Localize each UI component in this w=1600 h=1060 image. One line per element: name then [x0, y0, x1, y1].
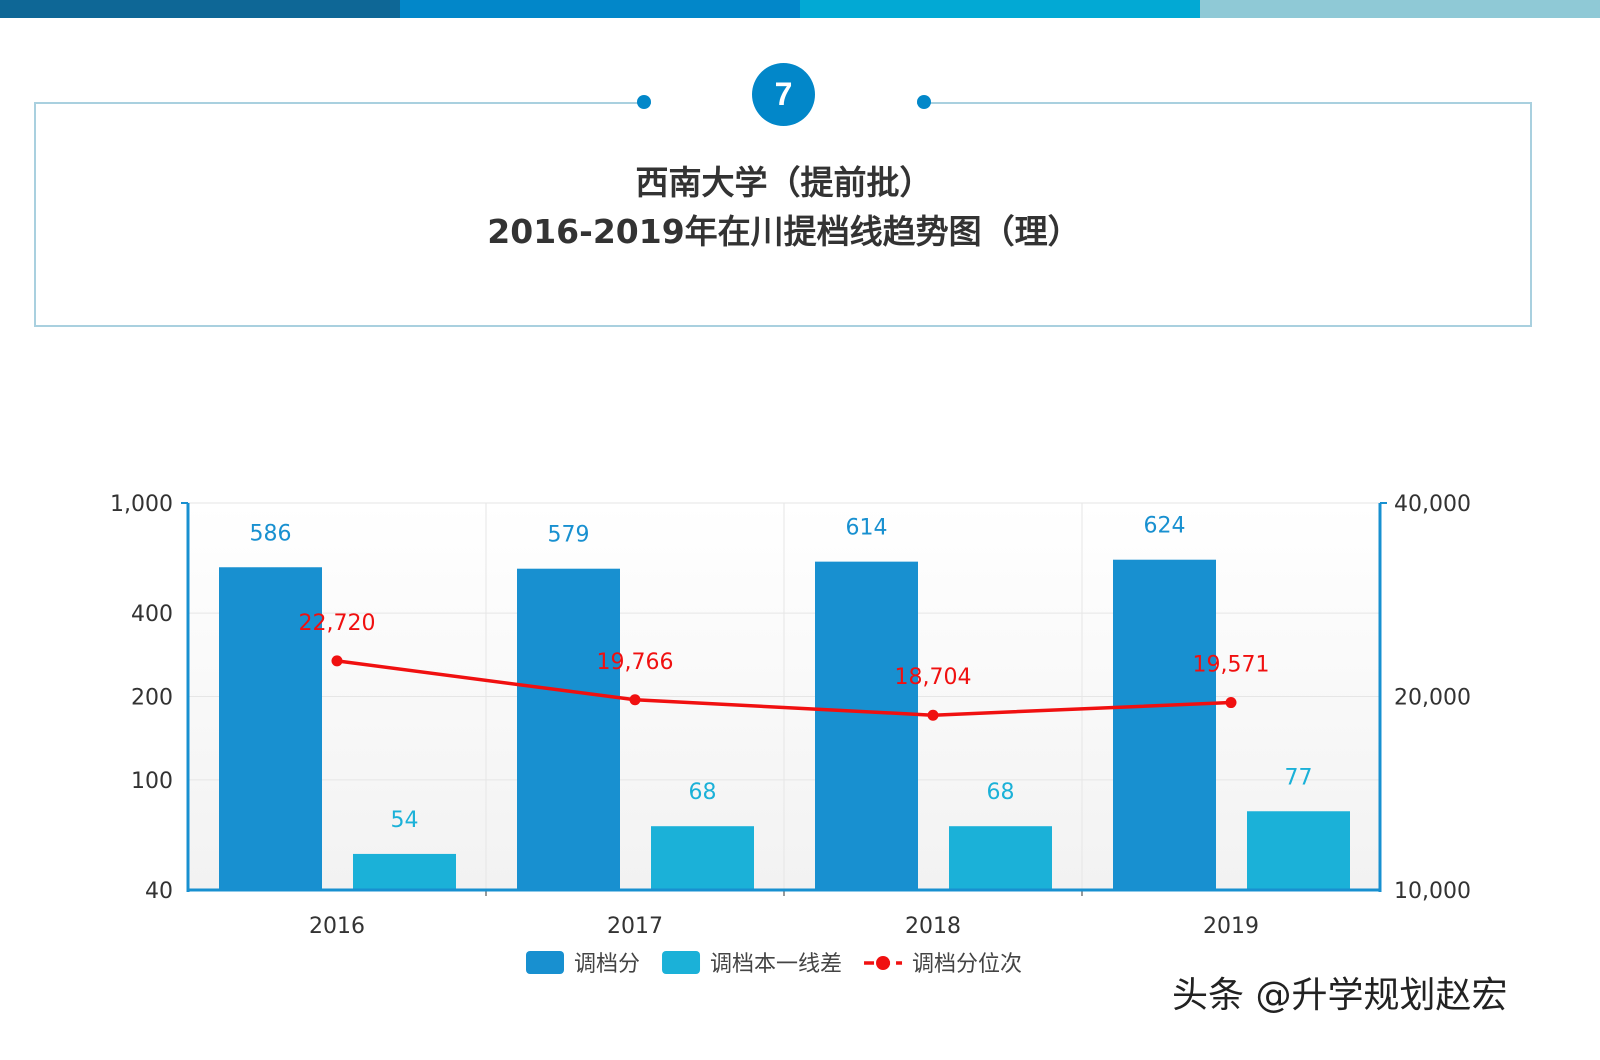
left-tick-label: 200	[131, 686, 173, 711]
bar-data-label: 68	[689, 780, 717, 805]
strip-segment	[0, 0, 400, 18]
legend-label: 调档分	[574, 952, 640, 977]
bar-diff	[1247, 811, 1350, 890]
watermark: 头条 @升学规划赵宏	[1172, 975, 1508, 1016]
bar-data-label: 586	[250, 521, 292, 546]
bar-data-label: 624	[1144, 514, 1186, 539]
right-tick-label: 20,000	[1394, 686, 1471, 711]
rank-point	[629, 694, 641, 706]
line-data-label: 19,766	[597, 650, 674, 675]
bar-data-label: 68	[987, 780, 1015, 805]
left-tick-label: 100	[131, 769, 173, 794]
legend-marker	[876, 956, 891, 970]
rank-line	[336, 659, 1232, 717]
bar-diff	[353, 853, 456, 890]
left-tick-label: 40	[145, 879, 173, 904]
bar-score	[1113, 559, 1216, 890]
x-tick-label: 2016	[309, 914, 365, 939]
strip-segment	[400, 0, 800, 18]
top-color-strip	[0, 0, 1600, 18]
decor-dot	[917, 95, 931, 109]
left-tick-label: 400	[131, 602, 173, 627]
rank-point	[1225, 697, 1237, 709]
legend-swatch	[526, 951, 564, 974]
bar-score	[517, 568, 620, 890]
bar-score	[815, 561, 918, 890]
bar-data-label: 579	[548, 523, 590, 548]
x-tick-label: 2017	[607, 914, 663, 939]
rank-point	[927, 709, 939, 721]
chart-title-line2: 2016-2019年在川提档线趋势图（理）	[487, 212, 1081, 251]
legend-swatch	[662, 951, 701, 974]
bar-diff	[651, 826, 754, 890]
strip-segment	[1200, 0, 1600, 18]
line-data-label: 22,720	[299, 611, 376, 636]
line-data-label: 19,571	[1193, 653, 1270, 678]
bar-data-label: 77	[1285, 765, 1313, 790]
bar-data-label: 614	[846, 516, 888, 541]
decor-dot	[637, 95, 651, 109]
chart-title-line1: 西南大学（提前批）	[635, 163, 933, 202]
right-tick-label: 10,000	[1394, 879, 1471, 904]
bar-score	[219, 567, 322, 890]
left-tick-label: 1,000	[110, 492, 173, 517]
section-number-badge: 7	[752, 63, 815, 126]
legend-label: 调档本一线差	[710, 952, 842, 977]
x-tick-label: 2019	[1203, 914, 1259, 939]
bar-data-label: 54	[391, 808, 419, 833]
legend-label: 调档分位次	[912, 952, 1022, 977]
x-tick-label: 2018	[905, 914, 961, 939]
line-data-label: 18,704	[895, 665, 972, 690]
strip-segment	[800, 0, 1200, 18]
rank-point	[331, 655, 343, 667]
right-tick-label: 40,000	[1394, 492, 1471, 517]
bar-diff	[949, 826, 1052, 890]
